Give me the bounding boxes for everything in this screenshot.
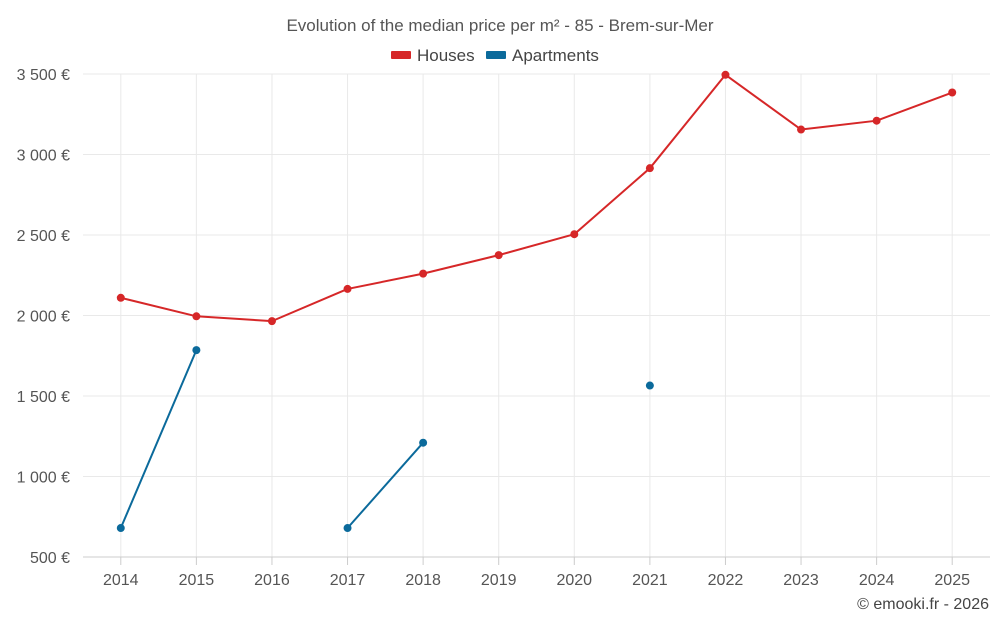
data-point-houses-2015[interactable] [192, 312, 201, 321]
y-tick-label: 1 000 € [17, 470, 70, 487]
y-tick-label: 2 000 € [17, 309, 70, 326]
y-tick-label: 1 500 € [17, 389, 70, 406]
x-tick-label: 2025 [934, 572, 970, 589]
data-point-apartments-2015[interactable] [192, 346, 201, 355]
series-houses [116, 70, 957, 326]
x-tick-label: 2019 [481, 572, 517, 589]
series-line-houses [119, 73, 954, 323]
grid [83, 73, 990, 557]
legend: Houses Apartments [391, 46, 599, 65]
x-tick-label: 2016 [254, 572, 290, 589]
x-tick-label: 2018 [405, 572, 441, 589]
x-tick-label: 2021 [632, 572, 668, 589]
legend-item-houses[interactable]: Houses [391, 46, 475, 65]
data-point-houses-2024[interactable] [872, 116, 881, 125]
x-axis: 2014 2015 2016 2017 2018 2019 2020 2021 2022 2023… [83, 556, 990, 589]
series-apartments [116, 346, 654, 533]
data-point-houses-2014[interactable] [116, 293, 125, 302]
x-tick-label: 2022 [708, 572, 744, 589]
x-tick-label: 2023 [783, 572, 819, 589]
data-point-houses-2018[interactable] [419, 269, 428, 278]
y-tick-label: 500 € [30, 550, 70, 567]
series-layer [116, 70, 957, 533]
data-point-apartments-2021[interactable] [645, 381, 654, 390]
credit-text: © emooki.fr - 2026 [857, 596, 989, 613]
data-point-houses-2020[interactable] [570, 230, 579, 239]
x-tick-label: 2020 [556, 572, 592, 589]
data-point-houses-2025[interactable] [948, 88, 957, 97]
x-tick-label: 2015 [179, 572, 215, 589]
legend-item-apartments[interactable]: Apartments [486, 46, 599, 65]
data-point-apartments-2017[interactable] [343, 524, 352, 533]
y-tick-label: 3 500 € [17, 67, 70, 84]
data-point-houses-2021[interactable] [645, 164, 654, 173]
x-tick-label: 2017 [330, 572, 366, 589]
chart-title: Evolution of the median price per m² - 8… [286, 16, 713, 35]
series-line-apartments [346, 441, 425, 530]
y-tick-label: 2 500 € [17, 228, 70, 245]
legend-swatch-houses [391, 51, 411, 59]
y-tick-label: 3 000 € [17, 148, 70, 165]
data-point-apartments-2014[interactable] [116, 524, 125, 533]
legend-swatch-apartments [486, 51, 506, 59]
x-tick-label: 2024 [859, 572, 895, 589]
data-point-houses-2023[interactable] [797, 125, 806, 134]
data-point-houses-2019[interactable] [494, 251, 503, 260]
data-point-houses-2017[interactable] [343, 284, 352, 293]
x-tick-label: 2014 [103, 572, 139, 589]
legend-label-houses: Houses [417, 46, 475, 65]
series-line-apartments [119, 349, 198, 530]
data-point-houses-2016[interactable] [267, 317, 276, 326]
y-axis: 500 € 1 000 € 1 500 € 2 000 € 2 500 € 3 000 €… [17, 67, 70, 567]
data-point-apartments-2018[interactable] [419, 438, 428, 447]
legend-label-apartments: Apartments [512, 46, 599, 65]
data-point-houses-2022[interactable] [721, 70, 730, 79]
